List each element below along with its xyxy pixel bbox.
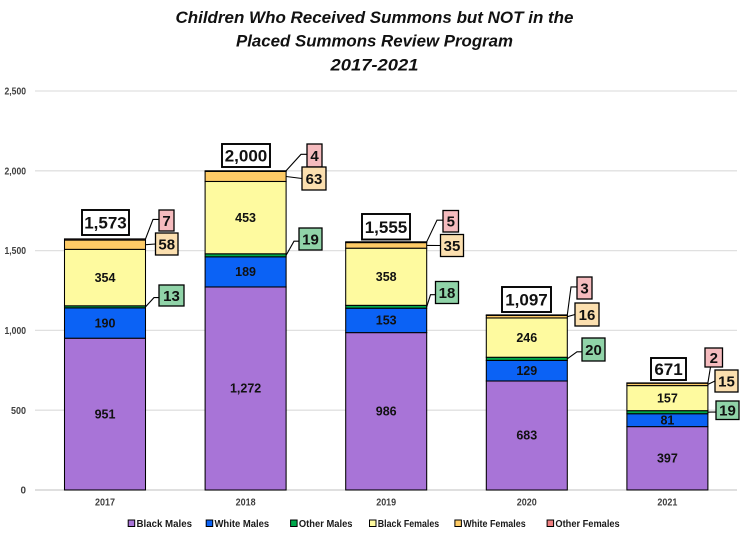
svg-text:18: 18 — [439, 285, 456, 302]
svg-text:Black Males: Black Males — [137, 519, 193, 530]
svg-text:1,097: 1,097 — [505, 291, 548, 310]
svg-text:2018: 2018 — [236, 498, 256, 509]
svg-text:3: 3 — [580, 280, 588, 297]
svg-text:2017-2021: 2017-2021 — [329, 56, 418, 75]
svg-text:354: 354 — [95, 271, 116, 285]
svg-text:Children Who Received Summons: Children Who Received Summons but NOT in… — [176, 8, 574, 27]
svg-text:1,272: 1,272 — [230, 382, 261, 396]
svg-text:153: 153 — [376, 314, 397, 328]
svg-text:7: 7 — [162, 213, 170, 230]
svg-text:16: 16 — [579, 307, 596, 324]
svg-text:White Females: White Females — [463, 519, 526, 530]
svg-text:2019: 2019 — [376, 498, 396, 509]
svg-text:986: 986 — [376, 405, 397, 419]
svg-text:2: 2 — [710, 350, 718, 367]
svg-text:5: 5 — [447, 214, 455, 231]
svg-text:157: 157 — [657, 391, 678, 405]
svg-text:1,573: 1,573 — [84, 214, 127, 233]
svg-text:951: 951 — [95, 407, 116, 421]
svg-text:453: 453 — [235, 211, 256, 225]
svg-text:20: 20 — [585, 342, 602, 359]
svg-text:1,000: 1,000 — [5, 325, 27, 337]
svg-text:1,500: 1,500 — [5, 245, 27, 257]
svg-text:358: 358 — [376, 270, 397, 284]
svg-text:35: 35 — [444, 238, 461, 255]
svg-text:Placed Summons Review Program: Placed Summons Review Program — [236, 32, 513, 51]
svg-text:19: 19 — [719, 403, 736, 420]
svg-text:2021: 2021 — [657, 498, 677, 509]
svg-text:Other Males: Other Males — [299, 519, 353, 530]
svg-text:Black Females: Black Females — [378, 519, 440, 530]
svg-text:1,555: 1,555 — [365, 218, 408, 237]
svg-text:2,500: 2,500 — [5, 86, 27, 98]
svg-text:683: 683 — [516, 429, 537, 443]
svg-text:81: 81 — [660, 413, 674, 427]
svg-text:4: 4 — [310, 148, 319, 165]
svg-text:58: 58 — [158, 236, 175, 253]
svg-text:0: 0 — [21, 485, 27, 497]
svg-text:671: 671 — [654, 360, 682, 379]
svg-text:15: 15 — [718, 373, 735, 390]
svg-text:2,000: 2,000 — [5, 165, 27, 177]
svg-text:190: 190 — [95, 316, 116, 330]
svg-text:White Males: White Males — [215, 519, 270, 530]
svg-text:246: 246 — [516, 331, 537, 345]
svg-text:13: 13 — [163, 288, 180, 305]
svg-text:Other Females: Other Females — [555, 519, 620, 530]
svg-text:2,000: 2,000 — [225, 147, 268, 166]
svg-text:2017: 2017 — [95, 498, 115, 509]
svg-text:19: 19 — [302, 231, 319, 248]
svg-text:189: 189 — [235, 265, 256, 279]
svg-text:63: 63 — [306, 171, 323, 188]
svg-text:397: 397 — [657, 452, 678, 466]
svg-text:2020: 2020 — [517, 498, 537, 509]
svg-text:500: 500 — [11, 405, 26, 417]
svg-text:129: 129 — [516, 364, 537, 378]
